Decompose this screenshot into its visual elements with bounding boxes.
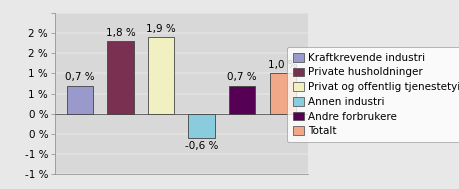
Bar — [269, 74, 296, 114]
Bar — [148, 37, 174, 114]
Bar — [188, 114, 215, 138]
Bar — [107, 41, 134, 114]
Text: 0,7 %: 0,7 % — [65, 72, 95, 82]
Bar — [67, 86, 93, 114]
Bar — [229, 86, 256, 114]
Text: 1,0 %: 1,0 % — [268, 60, 298, 70]
Text: -0,6 %: -0,6 % — [185, 141, 218, 151]
Legend: Kraftkrevende industri, Private husholdninger, Privat og offentlig tjenestetying: Kraftkrevende industri, Private husholdn… — [287, 46, 459, 143]
Text: 0,7 %: 0,7 % — [227, 72, 257, 82]
Text: 1,8 %: 1,8 % — [106, 28, 135, 38]
Text: 1,9 %: 1,9 % — [146, 24, 176, 34]
